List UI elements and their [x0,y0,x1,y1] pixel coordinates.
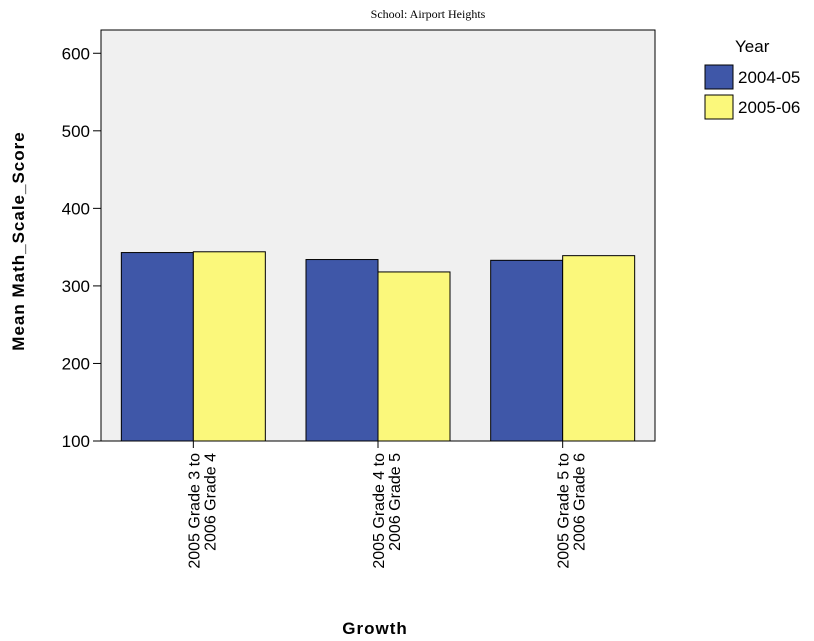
y-tick-label: 200 [62,354,90,373]
bar [192,251,266,442]
bar [120,252,194,442]
bar [562,255,636,442]
x-axis-title: Growth [342,619,408,638]
y-tick-label: 400 [62,199,90,218]
bars [120,251,636,442]
x-axis-labels: 2005 Grade 3 to2006 Grade 4 2005 Grade 4 … [186,441,589,569]
bar [490,259,564,442]
legend-label: 2004-05 [738,68,800,87]
y-tick-label: 600 [62,44,90,63]
legend-swatch [704,64,734,90]
legend-swatch [704,94,734,120]
y-tick-label: 100 [62,432,90,451]
y-tick-label: 300 [62,277,90,296]
x-tick-label: 2005 Grade 5 to2006 Grade 6 [556,453,589,569]
y-axis: 100 200 300 400 500 600 [62,44,101,451]
x-tick-label: 2005 Grade 4 to2006 Grade 5 [371,453,404,569]
x-tick-label: 2005 Grade 3 to2006 Grade 4 [186,453,219,569]
bar [377,271,451,442]
legend: Year 2004-05 2005-06 [704,37,800,120]
y-tick-label: 500 [62,122,90,141]
legend-title: Year [735,37,770,56]
bar [305,259,379,442]
y-axis-title: Mean Math_Scale_Score [9,131,28,350]
legend-label: 2005-06 [738,98,800,117]
chart-title: School: Airport Heights [371,7,486,21]
